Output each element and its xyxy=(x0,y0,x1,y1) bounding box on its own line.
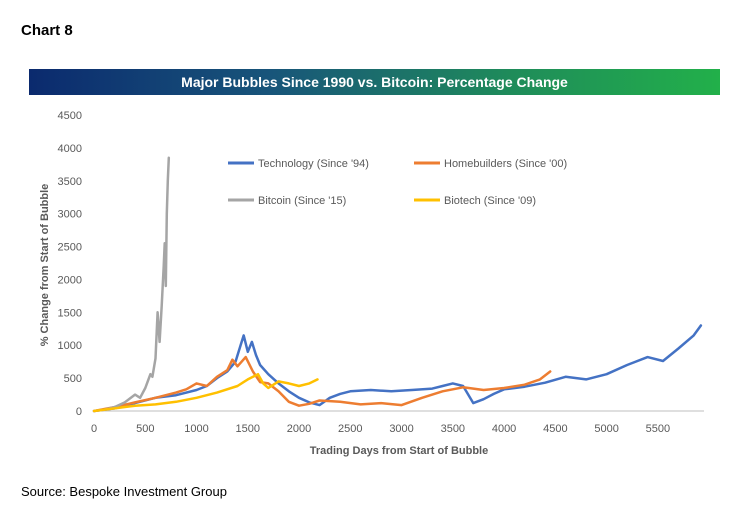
series-line-2 xyxy=(92,156,171,413)
x-tick-label: 1000 xyxy=(184,423,208,435)
legend: Technology (Since '94) Homebuilders (Sinc… xyxy=(228,158,567,207)
legend-label: Biotech (Since '09) xyxy=(444,195,536,207)
source-note: Source: Bespoke Investment Group xyxy=(21,484,227,499)
x-tick-label: 1500 xyxy=(236,423,260,435)
chart-title: Major Bubbles Since 1990 vs. Bitcoin: Pe… xyxy=(181,74,568,90)
x-tick-label: 3500 xyxy=(441,423,465,435)
x-axis-label: Trading Days from Start of Bubble xyxy=(310,445,488,457)
series-line-0 xyxy=(92,324,703,413)
y-tick-label: 1500 xyxy=(58,307,82,319)
y-tick-label: 4500 xyxy=(58,110,82,122)
y-axis-label: % Change from Start of Bubble xyxy=(39,184,51,347)
x-tick-label: 4500 xyxy=(543,423,567,435)
legend-label: Homebuilders (Since '00) xyxy=(444,158,567,170)
x-tick-label: 2500 xyxy=(338,423,362,435)
y-axis-ticks: 0 500 1000 1500 2000 2500 3000 3500 4000 4500 xyxy=(58,110,82,418)
legend-label: Technology (Since '94) xyxy=(258,158,369,170)
x-tick-label: 3000 xyxy=(389,423,413,435)
y-tick-label: 3500 xyxy=(58,176,82,188)
y-tick-label: 2500 xyxy=(58,242,82,254)
x-tick-label: 5000 xyxy=(594,423,618,435)
x-tick-label: 4000 xyxy=(492,423,516,435)
chart-label: Chart 8 xyxy=(21,22,73,39)
legend-label: Bitcoin (Since '15) xyxy=(258,195,346,207)
x-axis-ticks: 0 500 1000 1500 2000 2500 3000 3500 4000 4500 5000… xyxy=(91,423,670,435)
x-tick-label: 5500 xyxy=(646,423,670,435)
y-tick-label: 2000 xyxy=(58,274,82,286)
series-lines xyxy=(92,156,703,413)
series-line-3 xyxy=(92,372,319,413)
x-tick-label: 2000 xyxy=(287,423,311,435)
x-tick-label: 0 xyxy=(91,423,97,435)
chart-title-banner: Major Bubbles Since 1990 vs. Bitcoin: Pe… xyxy=(29,69,720,95)
y-tick-label: 4000 xyxy=(58,143,82,155)
y-tick-label: 500 xyxy=(64,373,82,385)
x-tick-label: 500 xyxy=(136,423,154,435)
y-tick-label: 3000 xyxy=(58,209,82,221)
series-line-1 xyxy=(92,355,552,413)
y-tick-label: 0 xyxy=(76,406,82,418)
y-tick-label: 1000 xyxy=(58,340,82,352)
